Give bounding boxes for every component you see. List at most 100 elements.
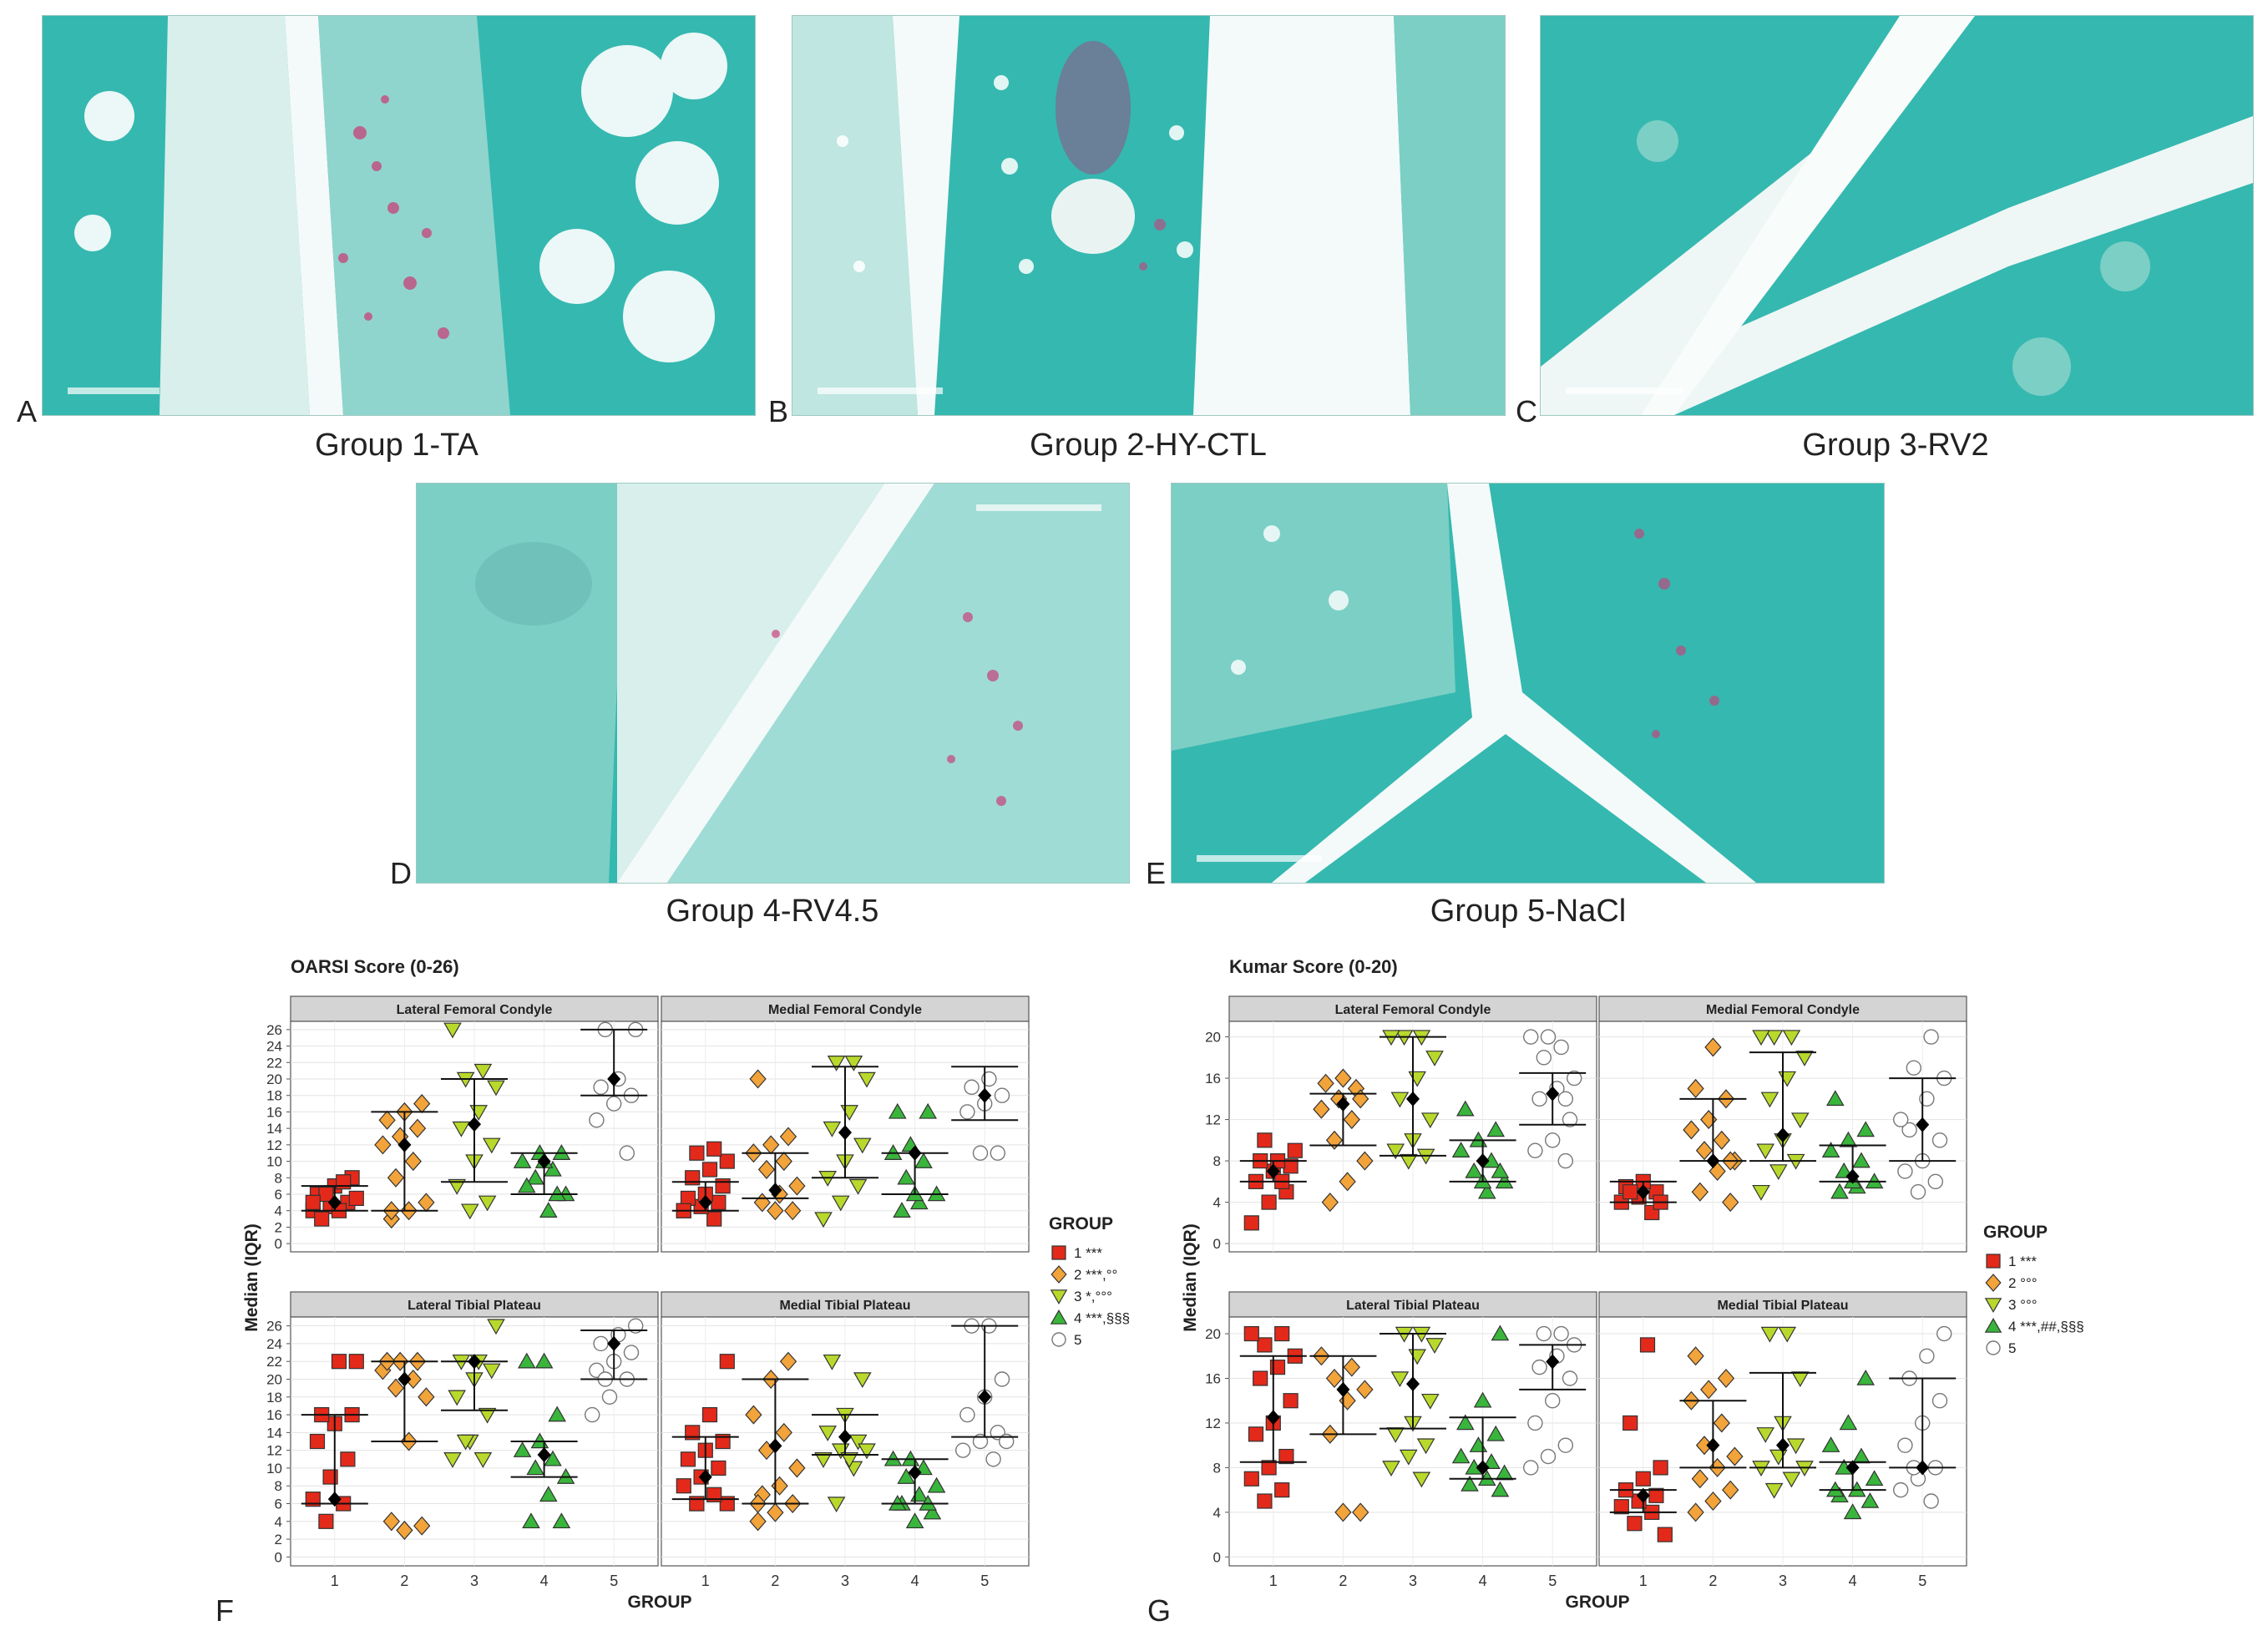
x-tick-label: 3 — [470, 1573, 478, 1589]
y-tick-label: 8 — [1213, 1460, 1221, 1476]
data-point — [1687, 1078, 1704, 1098]
legend-entry: 3 *,°°° — [1074, 1289, 1112, 1304]
median-marker — [1845, 1460, 1860, 1476]
median-marker — [768, 1438, 782, 1454]
y-tick-label: 16 — [1205, 1370, 1221, 1386]
micrograph-group2-image — [792, 16, 1505, 415]
data-point — [1852, 1152, 1871, 1168]
data-point — [443, 1452, 462, 1468]
chart-title: OARSI Score (0-26) — [291, 956, 459, 977]
y-tick-label: 18 — [266, 1088, 282, 1104]
data-point — [1455, 1414, 1475, 1431]
panel-letter-d: D — [390, 856, 412, 890]
data-point — [1334, 1502, 1352, 1522]
data-point — [954, 1442, 971, 1458]
y-tick-label: 16 — [1205, 1071, 1221, 1086]
data-point — [858, 1443, 876, 1460]
data-point — [1390, 1092, 1410, 1108]
data-point — [1553, 1039, 1569, 1056]
caption-group2: Group 2-HY-CTL — [1030, 428, 1267, 463]
data-point — [775, 1152, 792, 1172]
y-tick-label: 10 — [266, 1461, 282, 1476]
data-point — [318, 1513, 334, 1529]
data-point — [711, 1194, 726, 1210]
data-point — [1274, 1482, 1290, 1498]
data-point — [1287, 1142, 1303, 1158]
median-marker — [838, 1429, 852, 1445]
data-point — [959, 1406, 975, 1423]
data-point — [1382, 1461, 1400, 1476]
data-point — [719, 1153, 735, 1169]
data-point — [1653, 1460, 1668, 1476]
data-point — [378, 1110, 396, 1130]
data-point — [1451, 1447, 1471, 1464]
data-point — [715, 1178, 731, 1194]
data-point — [1562, 1112, 1578, 1127]
data-point — [1313, 1099, 1330, 1119]
data-point — [1399, 1153, 1418, 1170]
data-point — [387, 1378, 405, 1398]
data-point — [1760, 1092, 1779, 1108]
x-tick-label: 5 — [1918, 1573, 1926, 1589]
median-marker — [908, 1465, 922, 1481]
data-point — [1764, 1482, 1784, 1499]
legend-entry: 3 °°° — [2008, 1297, 2038, 1313]
median-marker — [1706, 1437, 1720, 1453]
data-point — [888, 1102, 907, 1119]
data-point — [827, 1056, 846, 1071]
data-point — [589, 1112, 605, 1128]
data-point — [964, 1079, 980, 1096]
micrograph-group3 — [1540, 15, 2254, 416]
y-tick-label: 2 — [275, 1532, 282, 1547]
data-point — [1486, 1121, 1506, 1137]
x-tick-label: 4 — [1849, 1573, 1857, 1589]
data-point — [685, 1425, 701, 1441]
data-point — [478, 1195, 497, 1212]
y-tick-label: 12 — [1205, 1112, 1221, 1128]
caption-group1: Group 1-TA — [315, 428, 478, 463]
data-point — [1243, 1325, 1259, 1342]
data-point — [548, 1406, 567, 1422]
data-point — [452, 1121, 471, 1137]
median-marker — [607, 1335, 621, 1351]
data-point — [374, 1135, 392, 1155]
data-point — [1557, 1437, 1574, 1453]
data-point — [1343, 1110, 1360, 1130]
data-point — [448, 1178, 467, 1195]
legend-entry: 2 ***,°° — [1074, 1267, 1117, 1283]
data-point — [1683, 1120, 1700, 1140]
data-point — [1356, 1151, 1374, 1171]
median-marker — [768, 1183, 782, 1198]
median-marker — [1776, 1437, 1790, 1453]
panel-letter-g: G — [1147, 1593, 1172, 1628]
data-point — [526, 1459, 545, 1476]
data-point — [858, 1071, 876, 1088]
data-point — [1760, 1326, 1779, 1343]
data-point — [1639, 1337, 1656, 1353]
median-marker — [838, 1125, 852, 1141]
y-tick-label: 12 — [1205, 1416, 1221, 1431]
x-tick-label: 4 — [911, 1573, 919, 1589]
data-point — [959, 1104, 975, 1120]
median-marker — [537, 1153, 551, 1169]
data-point — [539, 1486, 558, 1502]
data-point — [990, 1145, 1006, 1161]
y-tick-label: 0 — [275, 1549, 282, 1565]
x-tick-label: 5 — [1548, 1573, 1557, 1589]
legend-key — [1051, 1332, 1066, 1347]
median-marker — [698, 1194, 712, 1210]
data-point — [1778, 1326, 1797, 1343]
legend-title: GROUP — [1983, 1223, 2048, 1242]
data-point — [1764, 1030, 1784, 1046]
legend-entry: 2 °°° — [2008, 1275, 2038, 1291]
data-point — [1253, 1370, 1268, 1386]
y-tick-label: 8 — [275, 1478, 282, 1494]
data-point — [1557, 1091, 1574, 1107]
panel-letter-b: B — [768, 394, 789, 428]
data-point — [1461, 1475, 1479, 1492]
y-tick-label: 20 — [266, 1071, 282, 1087]
data-point — [680, 1451, 696, 1467]
median-marker — [1706, 1153, 1720, 1169]
data-point — [1486, 1425, 1506, 1441]
data-point — [1540, 1029, 1557, 1045]
